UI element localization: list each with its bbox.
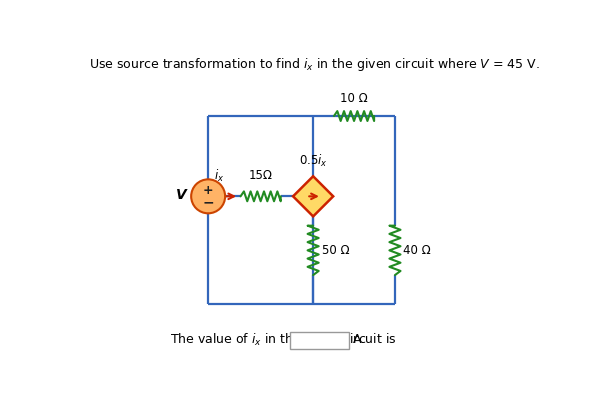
Text: V: V — [176, 188, 187, 202]
Text: 50 Ω: 50 Ω — [322, 244, 350, 257]
Circle shape — [191, 179, 225, 213]
Text: 10 Ω: 10 Ω — [340, 92, 368, 105]
FancyBboxPatch shape — [290, 332, 349, 349]
Text: +: + — [203, 184, 214, 197]
Text: $i_x$: $i_x$ — [214, 168, 224, 184]
Text: 0.5$i_x$: 0.5$i_x$ — [298, 152, 328, 168]
Text: The value of $i_x$ in the given circuit is: The value of $i_x$ in the given circuit … — [169, 331, 397, 348]
Text: −: − — [203, 196, 214, 209]
Text: Use source transformation to find $i_x$ in the given circuit where $V$ = 45 V.: Use source transformation to find $i_x$ … — [89, 56, 540, 73]
Text: 40 Ω: 40 Ω — [403, 244, 430, 257]
Polygon shape — [293, 176, 333, 217]
Text: A.: A. — [353, 333, 365, 346]
Text: 15Ω: 15Ω — [249, 170, 273, 182]
